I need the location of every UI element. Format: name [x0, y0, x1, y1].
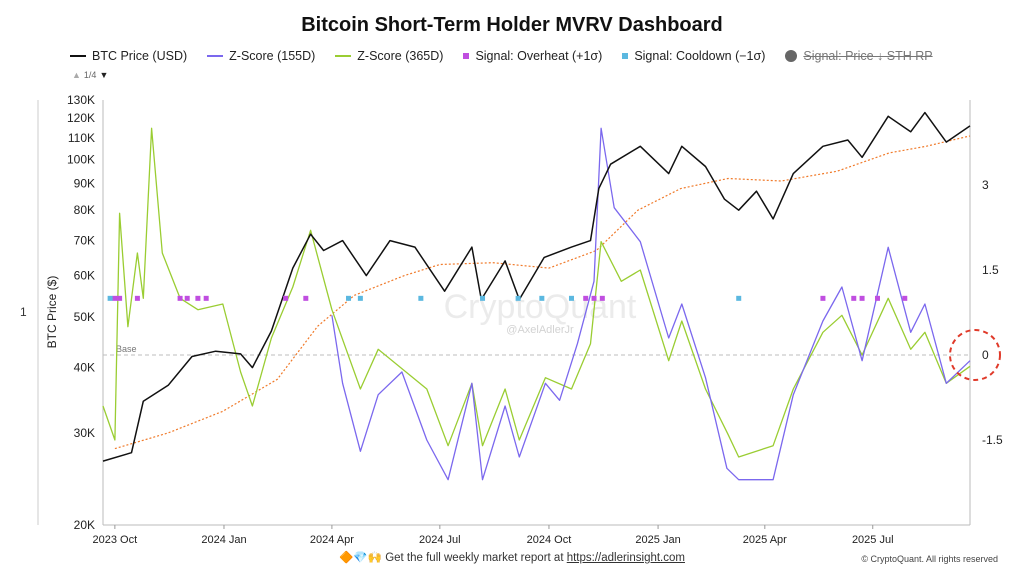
legend-item-z365[interactable]: Z-Score (365D): [335, 49, 443, 63]
z155-swatch: [207, 55, 224, 57]
legend-item-overheat[interactable]: Signal: Overheat (+1σ): [463, 49, 602, 63]
overheat-signal-marker: [303, 295, 309, 301]
y-left-axis-title: BTC Price ($): [45, 276, 59, 349]
y-left-tick-label: 100K: [67, 153, 95, 167]
x-tick-label: 2025 Jul: [852, 534, 894, 546]
legend-label: Signal: Overheat (+1σ): [475, 49, 603, 63]
z365-swatch: [335, 55, 352, 57]
x-tick-label: 2024 Oct: [527, 534, 572, 546]
watermark-brand: CryptoQuant: [444, 288, 637, 326]
legend-label: Z-Score (365D): [357, 49, 444, 63]
overheat-signal-marker: [195, 295, 201, 301]
cooldown-signal-marker: [568, 295, 574, 301]
cooldown-signal-marker: [515, 295, 521, 301]
y-left-tick-label: 80K: [74, 203, 95, 217]
cooldown-signal-marker: [357, 295, 363, 301]
y-left-tick-label: 50K: [74, 310, 95, 324]
footer-link[interactable]: https://adlerinsight.com: [566, 552, 685, 564]
y-left-tick-label: 120K: [67, 111, 95, 125]
pager-text: 1/4: [83, 70, 97, 80]
annotation-circle: [949, 329, 1001, 381]
overheat-signal-marker: [203, 295, 209, 301]
y-left-tick-label: 110K: [68, 131, 95, 145]
overheat-signal-marker: [134, 295, 140, 301]
left-side-number: 1: [20, 305, 27, 319]
overheat-signal-marker: [184, 295, 190, 301]
watermark-handle: @AxelAdlerJr: [506, 324, 574, 336]
overheat-signal-marker: [851, 295, 857, 301]
overheat-signal-marker: [599, 295, 605, 301]
y-left-tick-label: 40K: [74, 361, 95, 375]
x-tick-label: 2024 Jul: [419, 534, 461, 546]
sth-realized-price-line: [114, 135, 971, 450]
z-score-155d-line: [331, 127, 971, 481]
legend-item-z155[interactable]: Z-Score (155D): [207, 49, 315, 63]
legend-item-sth-rp[interactable]: Signal: Price ↓ STH RP: [785, 49, 933, 63]
overheat-signal-marker: [591, 295, 597, 301]
y-right-tick-label: -1.5: [982, 433, 1003, 447]
cooldown-signal-marker: [539, 295, 545, 301]
copyright: © CryptoQuant. All rights reserved: [861, 554, 998, 564]
base-label: Base: [116, 344, 137, 354]
overheat-signal-marker: [283, 295, 289, 301]
y-left-tick-label: 20K: [74, 518, 95, 532]
y-right-tick-label: 0: [982, 348, 989, 362]
y-left-tick-label: 70K: [74, 234, 95, 248]
overheat-signal-marker: [583, 295, 589, 301]
y-right-tick-label: 1.5: [982, 263, 999, 277]
y-left-tick-label: 130K: [67, 93, 95, 107]
watermark: CryptoQuant @AxelAdlerJr: [444, 288, 637, 336]
btc-price-line: [102, 111, 971, 462]
legend-label: Z-Score (155D): [229, 49, 316, 63]
cooldown-signal-marker: [346, 295, 352, 301]
legend-label: Signal: Cooldown (−1σ): [634, 49, 766, 63]
cooldown-signal-marker: [736, 295, 742, 301]
footer-emoji: 🔶💎🙌: [339, 552, 382, 564]
y-left-tick-label: 30K: [74, 426, 95, 440]
footer-text: Get the full weekly market report at: [385, 552, 567, 564]
x-tick-label: 2025 Jan: [635, 534, 680, 546]
x-tick-label: 2024 Jan: [201, 534, 246, 546]
x-tick-label: 2025 Apr: [743, 534, 787, 546]
overheat-signal-marker: [874, 295, 880, 301]
sth-rp-swatch: [785, 50, 798, 62]
btc-price-swatch: [70, 55, 86, 57]
legend-pager: ▲ 1/4 ▼: [72, 70, 108, 80]
chart-title: Bitcoin Short-Term Holder MVRV Dashboard: [301, 14, 723, 36]
overheat-signal-marker: [117, 295, 123, 301]
overheat-swatch: [463, 53, 470, 59]
cooldown-signal-marker: [480, 295, 486, 301]
overheat-signal-marker: [112, 295, 118, 301]
x-tick-label: 2024 Apr: [310, 534, 354, 546]
legend: BTC Price (USD) Z-Score (155D) Z-Score (…: [70, 49, 933, 63]
y-left-tick-label: 90K: [74, 176, 95, 190]
y-left-tick-label: 60K: [74, 269, 95, 283]
cooldown-signal-marker: [418, 295, 424, 301]
pager-down-icon[interactable]: ▼: [99, 70, 109, 80]
overheat-signal-marker: [820, 295, 826, 301]
z-score-365d-line: [102, 127, 971, 458]
cooldown-signal-marker: [107, 295, 113, 301]
y-right-tick-label: 3: [982, 178, 989, 192]
legend-label: BTC Price (USD): [92, 49, 188, 63]
overheat-signal-marker: [177, 295, 183, 301]
x-tick-label: 2023 Oct: [93, 534, 138, 546]
legend-label: Signal: Price ↓ STH RP: [803, 49, 933, 63]
cooldown-swatch: [622, 53, 629, 59]
footer: 🔶💎🙌 Get the full weekly market report at…: [0, 550, 1024, 564]
overheat-signal-marker: [859, 295, 865, 301]
pager-up-icon[interactable]: ▲: [72, 70, 81, 80]
overheat-signal-marker: [902, 295, 908, 301]
legend-item-btc-price[interactable]: BTC Price (USD): [70, 49, 187, 63]
legend-item-cooldown[interactable]: Signal: Cooldown (−1σ): [622, 49, 765, 63]
